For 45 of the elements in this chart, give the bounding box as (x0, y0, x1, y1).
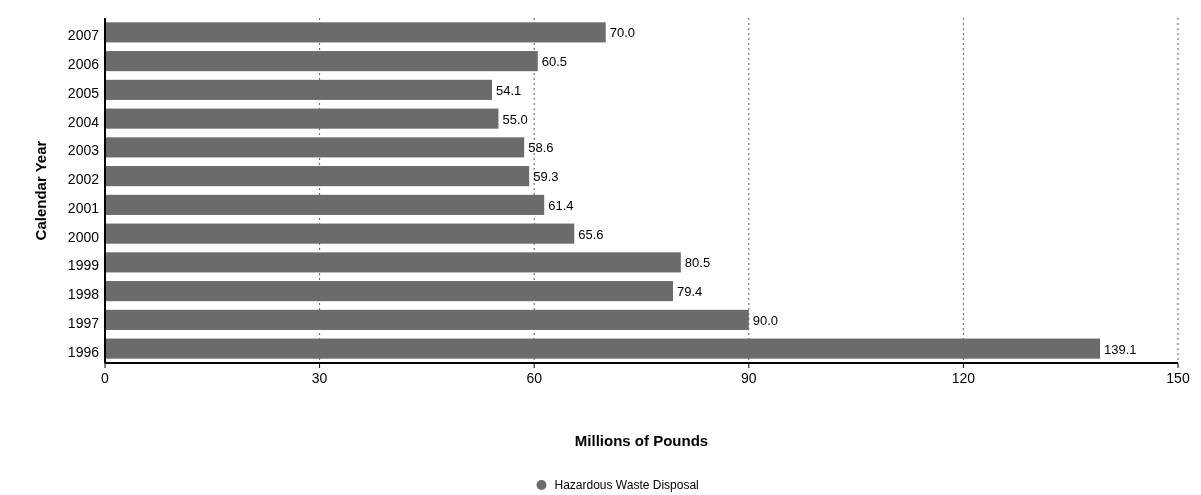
bar (105, 194, 545, 215)
y-tick-label: 2004 (67, 113, 100, 130)
x-tick-label: 60 (526, 370, 543, 386)
x-axis-title: Millions of Pounds (574, 432, 709, 449)
data-label: 65.6 (578, 226, 604, 242)
data-label: 58.6 (528, 140, 554, 156)
x-tick-label: 30 (311, 370, 328, 386)
x-tick-label: 120 (951, 370, 976, 386)
y-tick-label: 2005 (67, 84, 100, 101)
data-label: 70.0 (609, 25, 636, 41)
y-tick-label: 1999 (67, 257, 100, 274)
y-tick-label: 2001 (67, 199, 100, 216)
data-label: 80.5 (684, 255, 711, 271)
data-label: 79.4 (676, 284, 703, 300)
data-label: 59.3 (533, 169, 559, 185)
y-tick-label: 2002 (67, 171, 100, 188)
x-tick-label: 90 (741, 370, 757, 386)
bar (105, 309, 749, 330)
bar (105, 79, 492, 100)
bar (105, 108, 499, 129)
bar (105, 252, 681, 273)
y-tick-label: 2006 (67, 56, 100, 73)
data-label: 60.5 (541, 54, 568, 70)
y-tick-label: 1998 (67, 286, 100, 303)
bar (105, 281, 673, 302)
x-tick-label: 0 (101, 370, 110, 386)
x-tick-label: 150 (1166, 370, 1190, 386)
y-tick-label: 2000 (67, 228, 100, 245)
y-tick-label: 2007 (67, 27, 100, 44)
data-label: 90.0 (752, 312, 779, 328)
y-tick-label: 1997 (67, 314, 100, 331)
y-tick-label: 2003 (67, 142, 100, 159)
y-axis-title: Calendar Year (32, 140, 49, 241)
legend-label: Hazardous Waste Disposal (554, 478, 699, 492)
data-label: 55.0 (502, 111, 528, 127)
bar (105, 338, 1101, 359)
data-label: 54.1 (496, 82, 522, 98)
bar (105, 22, 606, 43)
bar (105, 137, 525, 158)
bar (105, 166, 530, 187)
data-label: 139.1 (1104, 341, 1137, 357)
bar (105, 51, 538, 72)
y-tick-label: 1996 (67, 343, 100, 360)
bar (105, 223, 575, 244)
data-label: 61.4 (548, 197, 574, 213)
